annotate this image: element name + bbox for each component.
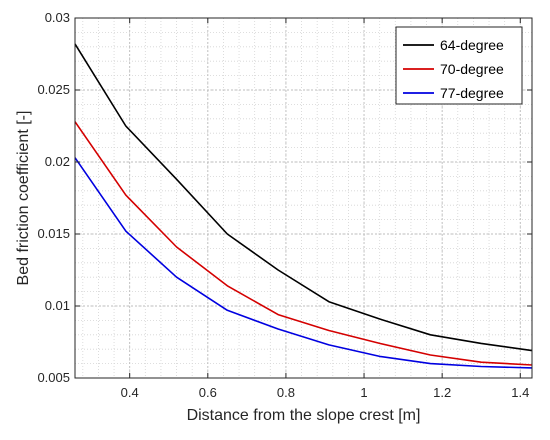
x-axis-label: Distance from the slope crest [m] <box>187 407 421 424</box>
x-tick-label: 1 <box>360 385 367 400</box>
y-tick-label: 0.01 <box>45 298 70 313</box>
x-tick-label: 0.8 <box>277 385 295 400</box>
y-tick-label: 0.02 <box>45 154 70 169</box>
plot-frame <box>74 17 533 379</box>
plot-lines <box>74 43 533 369</box>
legend-label-77-degree: 77-degree <box>440 85 504 101</box>
legend-label-64-degree: 64-degree <box>440 37 504 53</box>
x-tick-label: 0.6 <box>199 385 217 400</box>
series-line-70-degree <box>74 121 533 366</box>
x-axis-ticks: 0.4 0.6 0.8 1 1.2 1.4 <box>121 18 529 400</box>
series-line-77-degree <box>74 157 533 369</box>
legend-label-70-degree: 70-degree <box>440 61 504 77</box>
series-line-64-degree <box>74 43 533 352</box>
y-axis-ticks: 0.005 0.01 0.015 0.02 0.025 0.03 <box>37 10 532 385</box>
y-tick-label: 0.015 <box>37 226 70 241</box>
legend-box <box>395 26 523 105</box>
x-tick-label: 1.2 <box>433 385 451 400</box>
x-tick-label: 0.4 <box>121 385 139 400</box>
y-tick-label: 0.03 <box>45 10 70 25</box>
x-tick-label: 1.4 <box>511 385 529 400</box>
y-tick-label: 0.025 <box>37 82 70 97</box>
y-tick-label: 0.005 <box>37 370 70 385</box>
legend[interactable]: 64-degree 70-degree 77-degree <box>395 26 523 105</box>
y-axis-label: Bed friction coefficient [-] <box>15 111 32 286</box>
